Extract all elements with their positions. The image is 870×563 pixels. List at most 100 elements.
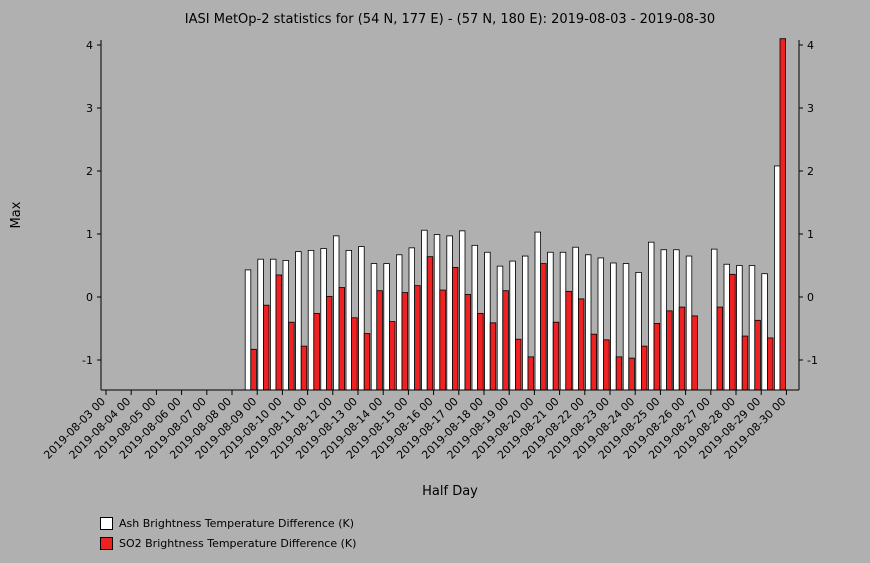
bar-so2	[678, 306, 686, 391]
bar-so2	[552, 321, 560, 391]
bar-so2	[754, 319, 761, 391]
bar-so2	[578, 298, 585, 391]
bar-ash	[711, 248, 718, 391]
bar-so2	[388, 321, 396, 391]
bar-so2	[502, 290, 509, 391]
bar-so2	[262, 304, 270, 391]
bar-so2	[313, 312, 320, 391]
bar-so2	[426, 256, 434, 391]
legend-swatch-ash	[100, 516, 113, 530]
bar-so2	[691, 315, 698, 391]
y-tick-label-right: 2	[807, 165, 814, 178]
bar-so2	[603, 339, 610, 391]
y-tick-label-right: 3	[807, 102, 814, 115]
legend: Ash Brightness Temperature Difference (K…	[100, 513, 356, 553]
bar-ash	[383, 263, 390, 391]
bar-ash	[269, 258, 277, 391]
bar-ash	[774, 165, 781, 391]
bar-so2	[439, 289, 446, 391]
y-tick-label-left: 3	[86, 102, 93, 115]
bar-so2	[464, 294, 471, 391]
y-tick-label-right: 4	[807, 39, 814, 52]
y-tick-label-left: 0	[86, 291, 93, 304]
bar-so2	[779, 38, 786, 391]
bar-so2	[590, 333, 597, 391]
bar-so2	[401, 292, 408, 391]
bar-ash	[648, 241, 655, 391]
bar-ash	[370, 263, 378, 391]
bar-ash	[748, 265, 756, 391]
x-axis-label: Half Day	[422, 484, 478, 499]
bar-ash	[585, 254, 592, 391]
bar-ash	[332, 235, 340, 391]
bar-ash	[408, 247, 415, 391]
bar-ash	[522, 255, 529, 391]
bar-ash	[307, 249, 315, 391]
bar-so2	[565, 290, 572, 391]
bar-so2	[275, 274, 282, 391]
bar-ash	[471, 244, 478, 391]
bar-ash	[358, 246, 365, 391]
bar-ash	[433, 234, 441, 391]
bar-ash	[421, 229, 428, 391]
bar-so2	[515, 338, 522, 391]
bar-ash	[597, 257, 604, 391]
bar-ash	[559, 251, 567, 391]
y-axis-label: Max	[9, 201, 24, 228]
bar-ash	[622, 263, 630, 391]
bar-so2	[527, 356, 534, 391]
legend-label-ash: Ash Brightness Temperature Difference (K…	[119, 516, 354, 530]
bar-so2	[338, 287, 345, 391]
y-tick-label-right: -1	[807, 354, 818, 367]
bar-so2	[628, 357, 635, 391]
bar-ash	[673, 249, 680, 391]
bar-so2	[376, 290, 383, 391]
bar-so2	[615, 356, 623, 391]
bar-ash	[484, 251, 491, 391]
bar-ash	[446, 235, 453, 391]
bar-so2	[653, 323, 660, 391]
y-tick-label-right: 1	[807, 228, 814, 241]
bar-so2	[351, 317, 358, 391]
bar-ash	[496, 265, 504, 391]
bar-ash	[660, 249, 667, 391]
bar-ash	[723, 263, 730, 391]
bar-ash	[610, 262, 617, 391]
bar-so2	[288, 321, 295, 391]
bar-so2	[540, 263, 547, 391]
bar-so2	[767, 337, 774, 391]
bar-so2	[250, 348, 257, 391]
bar-ash	[534, 231, 541, 391]
bar-ash	[509, 260, 516, 391]
bar-ash	[736, 265, 743, 391]
bar-ash	[244, 269, 252, 391]
bar-ash	[320, 248, 327, 391]
bar-so2	[716, 306, 723, 391]
y-tick-label-right: 0	[807, 291, 814, 304]
legend-label-so2: SO2 Brightness Temperature Difference (K…	[119, 536, 357, 550]
bar-so2	[477, 312, 484, 391]
bar-so2	[666, 310, 673, 391]
bar-ash	[685, 255, 693, 391]
bar-so2	[489, 322, 497, 391]
y-tick-label-left: 1	[86, 228, 93, 241]
bar-so2	[300, 345, 308, 391]
bar-so2	[325, 295, 333, 391]
bar-layer	[244, 38, 786, 391]
bar-ash	[395, 254, 403, 391]
bar-ash	[761, 273, 768, 391]
legend-item-ash: Ash Brightness Temperature Difference (K…	[100, 513, 356, 533]
y-tick-label-left: 4	[86, 39, 93, 52]
y-tick-label-left: -1	[82, 354, 93, 367]
legend-swatch-so2	[100, 536, 113, 550]
bar-ash	[282, 260, 289, 391]
bar-so2	[363, 333, 371, 391]
bar-so2	[451, 266, 459, 391]
bar-ash	[345, 249, 352, 391]
bar-ash	[547, 251, 554, 391]
bar-ash	[572, 246, 579, 391]
bar-ash	[295, 251, 302, 391]
bar-ash	[458, 230, 466, 391]
